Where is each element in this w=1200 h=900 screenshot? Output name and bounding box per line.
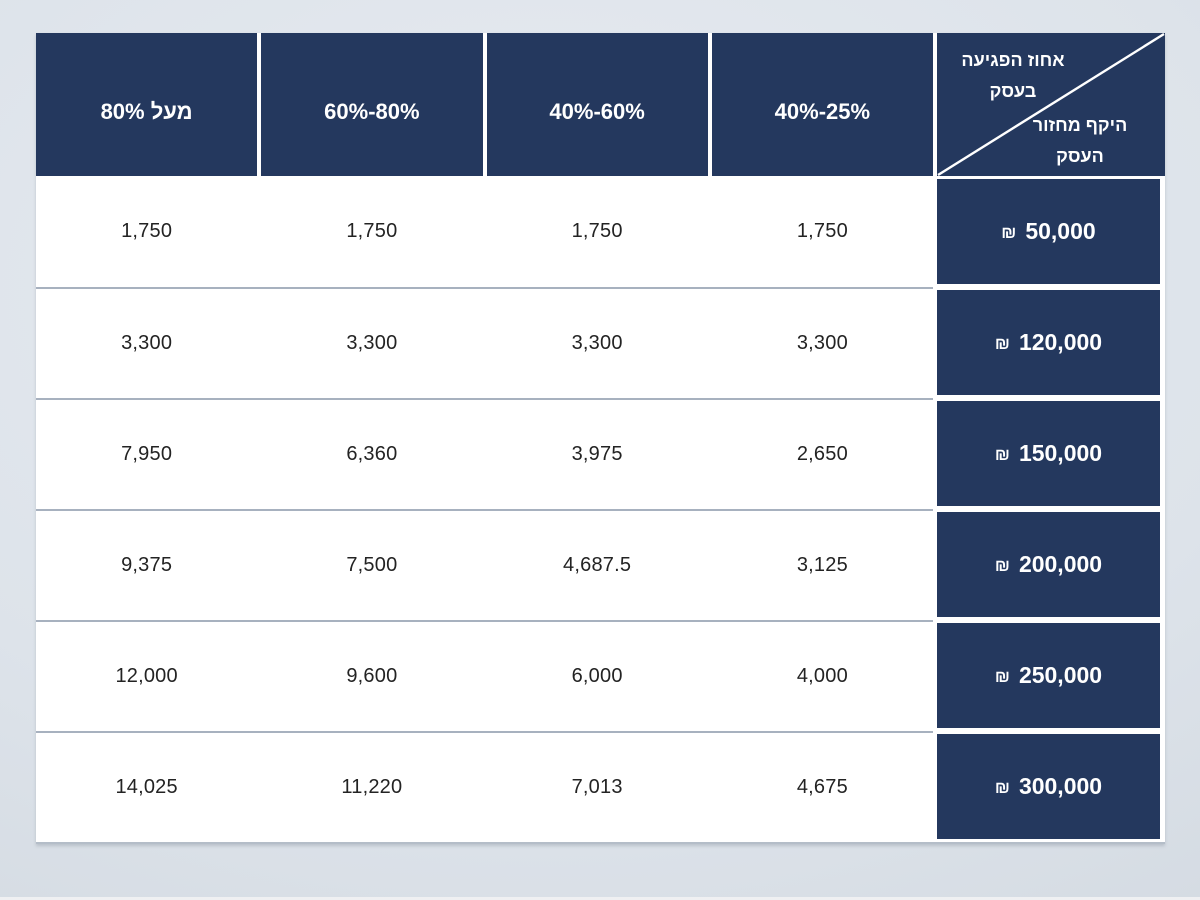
- bottom-edge-strip: [0, 897, 1200, 900]
- value-cell: 14,025: [115, 776, 178, 798]
- row-header-amount: 120,000: [1018, 329, 1103, 355]
- table-row: 3,300 3,300 3,300 3,300: [36, 287, 933, 398]
- column-header-label: 40%-60%: [549, 98, 645, 124]
- value-cell: 1,750: [796, 220, 848, 242]
- table-header-row: מעל 80% 60%-80% 40%-60% 40%-25% אחוז הפג…: [36, 33, 1165, 176]
- column-header-label: מעל 80%: [100, 98, 193, 124]
- column-header-label: 60%-80%: [324, 98, 420, 124]
- value-cell: 2,650: [796, 443, 848, 465]
- value-cell: 7,013: [571, 776, 623, 798]
- value-cell: 4,000: [796, 665, 848, 687]
- corner-top-line2: בעסק: [989, 81, 1037, 101]
- shekel-symbol: ₪: [994, 444, 1010, 464]
- table-row: 12,000 9,600 6,000 4,000: [36, 620, 933, 731]
- value-cell: 3,125: [796, 554, 848, 576]
- diagonal-divider-line: [937, 33, 1165, 176]
- value-cell: 11,220: [341, 776, 403, 798]
- row-header-amount: 150,000: [1018, 440, 1103, 466]
- value-cell: 3,300: [571, 332, 623, 354]
- value-cell: 4,687.5: [563, 554, 632, 576]
- column-header-25-40: 40%-25%: [711, 33, 933, 176]
- value-cell: 12,000: [115, 665, 178, 687]
- column-header-40-60: 40%-60%: [486, 33, 708, 176]
- row-header: ₪ 250,000: [937, 620, 1165, 731]
- shekel-symbol: ₪: [994, 333, 1010, 353]
- value-cell: 3,300: [796, 332, 848, 354]
- row-header: ₪ 300,000: [937, 731, 1165, 842]
- value-cell: 6,000: [571, 665, 623, 687]
- table-row: 9,375 7,500 4,687.5 3,125: [36, 509, 933, 620]
- value-cell: 3,300: [121, 332, 173, 354]
- value-cell: 3,975: [571, 443, 623, 465]
- shekel-symbol: ₪: [994, 777, 1010, 797]
- table-body: 1,750 1,750 1,750 1,750 3,300 3,300 3,30…: [36, 176, 1165, 842]
- corner-bottom-line2: העסק: [1056, 146, 1104, 166]
- table-row: 14,025 11,220 7,013 4,675: [36, 731, 933, 842]
- table-row: 1,750 1,750 1,750 1,750: [36, 176, 933, 287]
- value-cell: 1,750: [346, 220, 398, 242]
- corner-top-line1: אחוז הפגיעה: [961, 50, 1065, 70]
- shekel-symbol: ₪: [994, 666, 1010, 686]
- row-header: ₪ 200,000: [937, 509, 1165, 620]
- value-grid: 1,750 1,750 1,750 1,750 3,300 3,300 3,30…: [36, 176, 933, 842]
- corner-header-cell: אחוז הפגיעה בעסק היקף מחזור העסק: [937, 33, 1165, 176]
- row-header: ₪ 120,000: [937, 287, 1165, 398]
- row-header: ₪ 150,000: [937, 398, 1165, 509]
- row-header-column: ₪ 50,000 ₪ 120,000 ₪ 150,000: [937, 176, 1165, 842]
- shekel-symbol: ₪: [1001, 222, 1017, 242]
- table-row: 7,950 6,360 3,975 2,650: [36, 398, 933, 509]
- corner-bottom-label: היקף מחזור העסק: [1021, 110, 1139, 172]
- row-header: ₪ 50,000: [937, 176, 1165, 287]
- value-cell: 7,500: [346, 554, 398, 576]
- row-header-amount: 300,000: [1018, 773, 1103, 799]
- value-cell: 7,950: [121, 443, 173, 465]
- corner-bottom-line1: היקף מחזור: [1032, 115, 1128, 135]
- row-header-amount: 250,000: [1018, 662, 1103, 688]
- column-header-above-80: מעל 80%: [36, 33, 258, 176]
- value-cell: 1,750: [571, 220, 623, 242]
- column-header-60-80: 60%-80%: [261, 33, 483, 176]
- value-cell: 1,750: [121, 220, 173, 242]
- compensation-table: מעל 80% 60%-80% 40%-60% 40%-25% אחוז הפג…: [36, 33, 1165, 844]
- row-header-amount: 200,000: [1018, 551, 1103, 577]
- value-cell: 4,675: [796, 776, 848, 798]
- row-header-amount: 50,000: [1025, 218, 1096, 244]
- corner-top-label: אחוז הפגיעה בעסק: [947, 45, 1079, 107]
- value-cell: 9,600: [346, 665, 398, 687]
- value-cell: 6,360: [346, 443, 398, 465]
- shekel-symbol: ₪: [994, 555, 1010, 575]
- value-cell: 3,300: [346, 332, 398, 354]
- value-cell: 9,375: [121, 554, 173, 576]
- column-header-label: 40%-25%: [774, 98, 871, 124]
